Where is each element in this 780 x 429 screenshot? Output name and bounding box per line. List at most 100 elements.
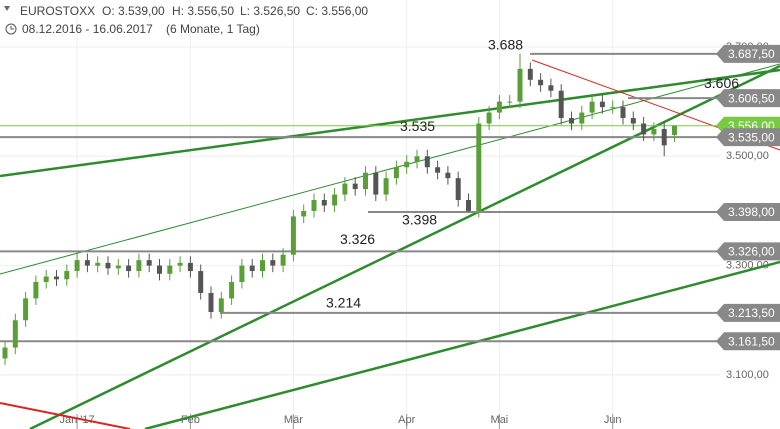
annotation: 3.214 (326, 294, 361, 310)
trend-line (144, 260, 780, 429)
annotations: 3.688 3.535 3.398 3.326 3.214 3.606 (326, 36, 739, 310)
trend-line (0, 63, 780, 275)
candle-body (651, 128, 657, 135)
candle-body (157, 265, 162, 274)
candle-body (661, 128, 667, 146)
x-tick-label: Apr (398, 414, 415, 426)
trend-line-red (0, 402, 131, 429)
level-tag (716, 128, 780, 147)
candle-body (435, 167, 441, 173)
trend-line (0, 68, 780, 178)
candle-body (476, 123, 482, 211)
candle-body (507, 101, 513, 103)
level-tag (716, 89, 780, 108)
level-tag (716, 242, 780, 261)
candle-body (630, 118, 636, 124)
candle-body (496, 101, 502, 113)
candle-body (486, 112, 492, 124)
header: EUROSTOXX O: 3.539,00 H: 3.556,50 L: 3.5… (4, 4, 368, 36)
candle-body (126, 265, 132, 272)
candle-body (198, 271, 204, 293)
candle-body (466, 200, 471, 211)
candle-body (548, 85, 554, 91)
candle-body (23, 298, 29, 321)
levels: 3.687,503.606,503.556,003.535,003.398,00… (0, 44, 780, 351)
candle-body (177, 262, 183, 266)
candle-body (414, 156, 420, 162)
candle-body (342, 183, 348, 195)
candle-body (445, 172, 451, 179)
candle-body (610, 107, 616, 109)
level-label: 3.398,00 (728, 205, 775, 219)
level-tag (716, 303, 780, 322)
level-label: 3.161,50 (728, 334, 775, 348)
candle-body (105, 262, 111, 269)
candle-body (12, 320, 18, 348)
candle-body (620, 107, 626, 119)
candle-body (290, 216, 296, 255)
candle-body (43, 276, 49, 282)
annotation: 3.535 (400, 118, 435, 134)
candle-body (579, 112, 585, 124)
header-close: C: 3.556,00 (306, 4, 368, 18)
candle-body (187, 262, 193, 272)
candle-body (208, 292, 214, 313)
x-tick-label: Mär (284, 414, 303, 426)
candle-body (363, 172, 368, 190)
trend-line (29, 64, 780, 429)
candle-body (517, 68, 523, 102)
candle-body (218, 298, 224, 313)
candle-body (558, 90, 564, 119)
header-low: L: 3.526,50 (240, 4, 300, 18)
candle-body (239, 265, 245, 282)
candle-body (64, 271, 70, 280)
candle-body (383, 178, 389, 195)
toggle-icon[interactable] (4, 6, 10, 11)
candle-body (672, 125, 677, 135)
clock-icon (10, 26, 14, 30)
level-label: 3.606,50 (728, 91, 775, 105)
candle-body (311, 200, 317, 211)
y-tick-label: 3.100,00 (726, 369, 769, 381)
annotation: 3.398 (402, 212, 437, 228)
candle-body (332, 194, 338, 206)
level-tag (716, 203, 780, 222)
header-high: H: 3.556,50 (172, 4, 234, 18)
candle-body (33, 281, 39, 299)
candle-body (599, 101, 605, 108)
annotation: 3.606 (704, 75, 739, 91)
candle-body (424, 156, 430, 168)
candle-body (249, 265, 255, 272)
header-open: O: 3.539,00 (102, 4, 165, 18)
candle-body (115, 265, 121, 269)
candle-body (260, 260, 265, 272)
symbol: EUROSTOXX (20, 4, 95, 18)
candle-body (373, 172, 379, 195)
candle-body (538, 79, 544, 86)
candle-body (321, 200, 327, 206)
candle-body (641, 123, 647, 135)
candle-body (393, 167, 399, 179)
level-label: 3.687,50 (728, 47, 775, 61)
candle-body (301, 210, 307, 217)
candle-body (569, 118, 574, 124)
level-tag (716, 44, 780, 63)
candle-body (352, 183, 358, 190)
interval: (6 Monate, 1 Tag) (166, 22, 260, 36)
x-tick-label: Jun (604, 414, 622, 426)
clock-icon (5, 23, 17, 35)
candles (2, 53, 677, 366)
candle-body (455, 178, 461, 201)
candle-body (74, 260, 80, 272)
annotation: 3.688 (488, 36, 523, 52)
annotation: 3.326 (340, 231, 375, 247)
candle-body (84, 260, 90, 266)
y-tick-label: 3.500,00 (726, 150, 769, 162)
candle-body (2, 347, 8, 359)
candle-body (54, 276, 59, 280)
candle-body (589, 101, 595, 113)
x-tick-label: Mai (491, 414, 509, 426)
candle-body (95, 262, 101, 266)
